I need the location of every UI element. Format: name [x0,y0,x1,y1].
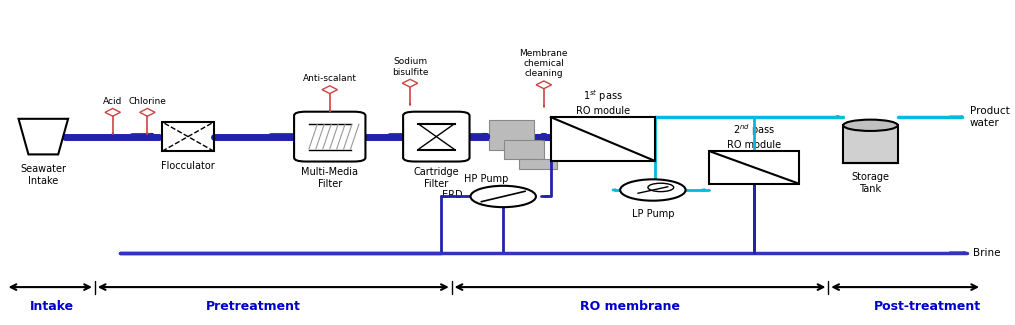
Ellipse shape [843,120,897,131]
Circle shape [471,186,536,207]
Text: Multi-Media
Filter: Multi-Media Filter [301,167,358,189]
Text: Intake: Intake [30,300,74,313]
Bar [843,125,897,162]
Text: 1$^{st}$ pass
RO module: 1$^{st}$ pass RO module [576,88,630,116]
Bar [504,140,544,159]
Text: HP Pump: HP Pump [464,174,509,184]
Text: Product
water: Product water [970,106,1010,128]
Text: Sodium
bisulfite: Sodium bisulfite [392,57,428,77]
Text: Acid: Acid [103,97,123,106]
Bar [162,122,214,151]
Text: LP Pump: LP Pump [631,209,674,219]
Bar [551,117,655,161]
Text: Brine: Brine [973,248,1001,258]
Text: Seawater
Intake: Seawater Intake [20,164,66,186]
Text: 2$^{nd}$ pass
RO module: 2$^{nd}$ pass RO module [727,122,782,150]
Text: RO membrane: RO membrane [581,300,680,313]
Bar [489,121,534,150]
Text: Pretreatment: Pretreatment [206,300,300,313]
Text: Post-treatment: Post-treatment [874,300,982,313]
Text: Flocculator: Flocculator [161,161,215,171]
Bar [709,151,799,184]
Bar [519,159,557,169]
Text: Storage
Tank: Storage Tank [852,172,889,194]
FancyBboxPatch shape [294,112,365,162]
Text: Anti-scalant: Anti-scalant [302,74,356,83]
Circle shape [620,179,685,201]
Text: ERD: ERD [442,190,463,200]
FancyBboxPatch shape [403,112,470,162]
Text: Membrane
chemical
cleaning: Membrane chemical cleaning [520,48,568,78]
Text: Chlorine: Chlorine [129,97,166,106]
Text: Cartridge
Filter: Cartridge Filter [413,167,459,189]
